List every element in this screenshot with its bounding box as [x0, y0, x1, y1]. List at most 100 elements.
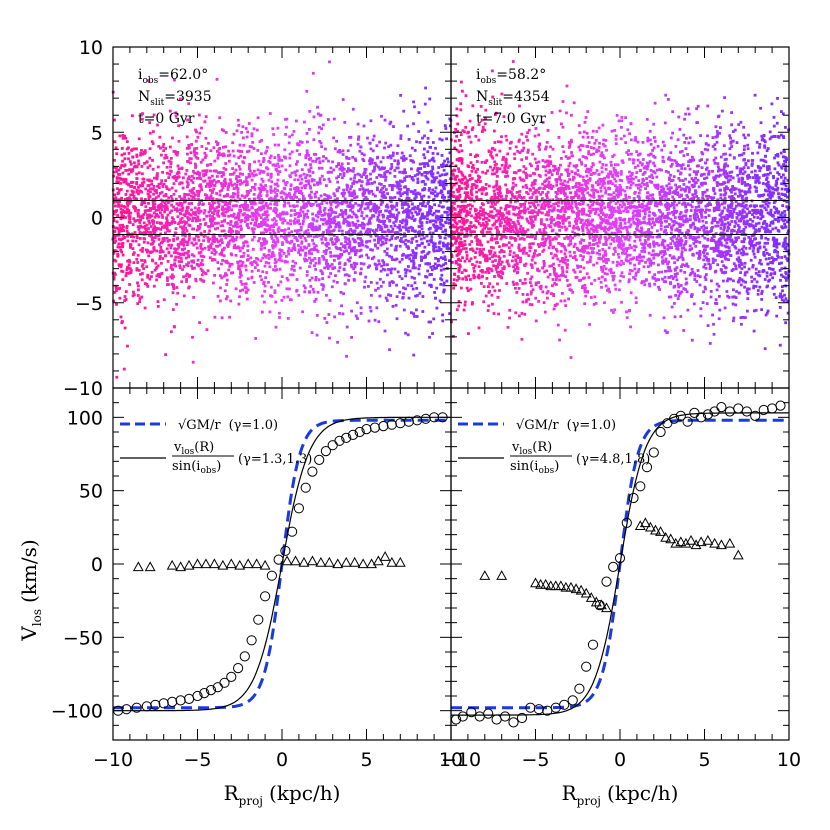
scatter-point	[393, 267, 397, 271]
scatter-point	[475, 216, 479, 219]
scatter-point	[637, 267, 641, 271]
scatter-point	[368, 162, 372, 166]
scatter-point	[311, 223, 315, 227]
scatter-point	[412, 122, 415, 126]
scatter-point	[136, 211, 140, 215]
scatter-point	[262, 157, 266, 160]
scatter-point	[352, 261, 356, 265]
scatter-point	[381, 156, 385, 160]
scatter-point	[297, 212, 301, 216]
scatter-point	[162, 298, 166, 302]
scatter-point	[325, 244, 329, 248]
scatter-point	[156, 123, 159, 127]
scatter-point	[252, 193, 256, 196]
scatter-point	[492, 189, 496, 193]
scatter-point	[428, 283, 431, 287]
scatter-point	[198, 251, 201, 255]
scatter-point	[182, 229, 186, 232]
scatter-point	[250, 132, 254, 136]
scatter-point	[244, 202, 247, 206]
scatter-point	[226, 154, 230, 158]
scatter-point	[247, 175, 251, 179]
scatter-point	[574, 220, 577, 224]
scatter-point	[150, 238, 154, 242]
scatter-point	[203, 246, 207, 250]
scatter-point	[113, 249, 117, 252]
scatter-point	[292, 243, 296, 246]
scatter-point	[224, 162, 228, 165]
scatter-point	[234, 222, 238, 226]
scatter-point	[365, 174, 369, 178]
scatter-point	[180, 280, 184, 284]
scatter-point	[320, 214, 324, 217]
scatter-point	[234, 168, 238, 172]
scatter-point	[383, 185, 386, 188]
scatter-point	[412, 260, 415, 263]
scatter-point	[435, 214, 439, 218]
scatter-point	[382, 222, 386, 225]
scatter-point	[673, 261, 676, 265]
scatter-point	[235, 177, 238, 181]
scatter-point	[384, 230, 387, 234]
scatter-point	[274, 242, 278, 246]
scatter-point	[345, 155, 348, 159]
scatter-point	[467, 274, 471, 278]
scatter-point	[273, 217, 276, 220]
scatter-point	[225, 203, 229, 207]
scatter-point	[151, 200, 155, 203]
scatter-point	[172, 263, 176, 267]
scatter-point	[786, 229, 790, 233]
scatter-point	[776, 161, 780, 165]
scatter-point	[342, 188, 345, 192]
scatter-point	[288, 204, 292, 208]
scatter-point	[152, 207, 156, 210]
scatter-point	[335, 223, 339, 227]
scatter-point	[245, 135, 249, 139]
scatter-point	[297, 215, 300, 219]
scatter-point	[126, 239, 130, 243]
scatter-point	[229, 219, 233, 223]
scatter-point	[140, 197, 143, 201]
scatter-point	[524, 167, 528, 171]
scatter-point	[366, 198, 369, 201]
scatter-point	[603, 176, 607, 180]
scatter-point	[348, 240, 352, 244]
scatter-point	[179, 242, 183, 246]
scatter-point	[422, 250, 425, 253]
scatter-point	[275, 182, 279, 186]
scatter-point	[126, 168, 129, 172]
scatter-point	[359, 224, 363, 227]
scatter-point	[278, 248, 282, 252]
scatter-point	[440, 173, 444, 177]
scatter-point	[347, 274, 351, 278]
scatter-point	[526, 207, 530, 211]
scatter-point	[472, 224, 476, 228]
scatter-point	[308, 169, 312, 173]
scatter-point	[384, 188, 388, 191]
scatter-point	[560, 122, 563, 126]
scatter-point	[614, 184, 617, 187]
scatter-point	[272, 133, 275, 136]
scatter-point	[158, 275, 161, 278]
scatter-point	[156, 185, 159, 188]
scatter-point	[645, 118, 649, 121]
scatter-point	[257, 214, 261, 217]
scatter-point	[338, 213, 342, 216]
scatter-point	[148, 147, 152, 151]
scatter-point	[327, 226, 331, 230]
scatter-point	[132, 235, 136, 239]
scatter-point	[196, 225, 200, 228]
scatter-point	[200, 273, 204, 277]
scatter-point	[379, 160, 383, 164]
scatter-point	[309, 234, 313, 238]
scatter-point	[195, 246, 199, 250]
scatter-point	[125, 226, 129, 229]
scatter-point	[675, 266, 679, 269]
scatter-point	[172, 275, 175, 278]
scatter-point	[328, 264, 331, 268]
scatter-point	[718, 237, 722, 241]
scatter-point	[251, 214, 255, 218]
scatter-point	[174, 250, 177, 253]
scatter-point	[311, 222, 314, 226]
scatter-point	[287, 247, 291, 250]
